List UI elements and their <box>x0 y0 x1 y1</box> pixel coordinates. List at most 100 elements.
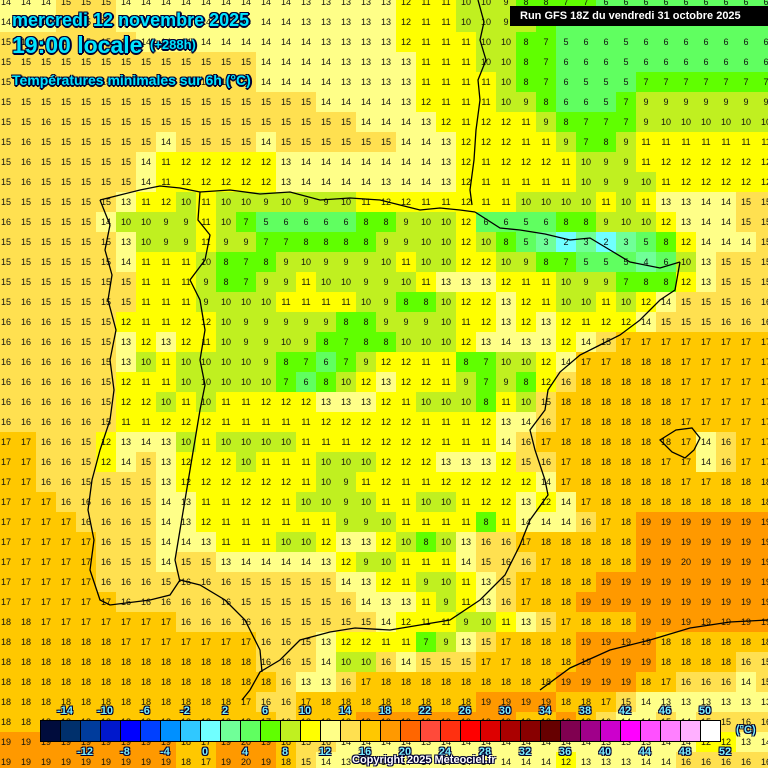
temperature-value: 15 <box>760 277 768 287</box>
temperature-value: 18 <box>100 677 111 687</box>
grid-cell <box>76 12 96 32</box>
temperature-value: 9 <box>363 357 369 367</box>
temperature-value: 10 <box>440 497 451 507</box>
temperature-value: 18 <box>540 597 551 607</box>
temperature-value: 17 <box>80 557 91 567</box>
grid-cell <box>416 152 436 172</box>
temperature-value: 18 <box>620 397 631 407</box>
temperature-value: 15 <box>760 217 768 227</box>
temperature-value: 19 <box>720 557 731 567</box>
temperature-value: 14 <box>20 0 31 7</box>
temperature-value: 16 <box>760 297 768 307</box>
temperature-value: 17 <box>40 577 51 587</box>
temperature-value: 11 <box>461 57 471 67</box>
temperature-value: 9 <box>223 237 229 247</box>
temperature-value: 16 <box>20 137 31 147</box>
temperature-value: 15 <box>0 197 11 207</box>
temperature-value: 13 <box>120 357 131 367</box>
temperature-value: 10 <box>180 197 191 207</box>
grid-cell <box>656 112 676 132</box>
temperature-value: 15 <box>680 297 691 307</box>
temperature-value: 12 <box>560 337 571 347</box>
temperature-value: 9 <box>343 257 349 267</box>
temperature-value: 11 <box>441 417 451 427</box>
temperature-value: 17 <box>760 337 768 347</box>
temperature-value: 11 <box>461 37 471 47</box>
temperature-value: 17 <box>20 437 31 447</box>
temperature-value: 18 <box>40 677 51 687</box>
temperature-value: 18 <box>660 357 671 367</box>
temperature-value: 10 <box>440 257 451 267</box>
temperature-value: 15 <box>720 257 731 267</box>
temperature-value: 13 <box>580 757 591 767</box>
temperature-value: 2 <box>563 237 569 247</box>
temperature-value: 12 <box>480 137 491 147</box>
temperature-value: 10 <box>200 377 211 387</box>
temperature-value: 18 <box>600 537 611 547</box>
temperature-value: 10 <box>480 57 491 67</box>
grid-cell <box>276 0 296 12</box>
temperature-value: 19 <box>580 657 591 667</box>
temperature-value: 17 <box>720 397 731 407</box>
temperature-value: 13 <box>360 57 371 67</box>
temperature-value: 10 <box>420 497 431 507</box>
grid-cell <box>56 92 76 112</box>
temperature-value: 16 <box>380 657 391 667</box>
temperature-value: 13 <box>360 0 371 7</box>
grid-cell <box>236 72 256 92</box>
temperature-value: 15 <box>140 57 151 67</box>
temperature-value: 18 <box>680 637 691 647</box>
temperature-value: 15 <box>100 317 111 327</box>
temperature-value: 8 <box>423 297 429 307</box>
temperature-value: 17 <box>0 557 11 567</box>
temperature-value: 8 <box>523 37 529 47</box>
temperature-value: 15 <box>700 317 711 327</box>
temperature-value: 9 <box>383 237 389 247</box>
temperature-value: 12 <box>360 417 371 427</box>
temperature-value: 9 <box>603 217 609 227</box>
temperature-value: 10 <box>500 77 511 87</box>
grid-cell <box>256 112 276 132</box>
grid-cell <box>396 152 416 172</box>
temperature-value: 15 <box>80 457 91 467</box>
temperature-value: 8 <box>323 377 329 387</box>
temperature-value: 13 <box>400 77 411 87</box>
temperature-value: 16 <box>40 117 51 127</box>
temperature-value: 12 <box>520 297 531 307</box>
legend-tick-label: 38 <box>578 705 592 717</box>
temperature-value: 8 <box>223 257 229 267</box>
temperature-value: 18 <box>80 657 91 667</box>
legend-swatch <box>81 721 101 741</box>
temperature-value: 12 <box>380 357 391 367</box>
grid-cell <box>356 92 376 112</box>
temperature-value: 17 <box>620 337 631 347</box>
temperature-value: 18 <box>620 417 631 427</box>
temperature-value: 11 <box>441 377 451 387</box>
temperature-value: 15 <box>260 117 271 127</box>
temperature-value: 8 <box>323 237 329 247</box>
temperature-value: 18 <box>600 437 611 447</box>
temperature-value: 16 <box>0 417 11 427</box>
grid-cell <box>576 72 596 92</box>
temperature-value: 10 <box>340 377 351 387</box>
grid-cell <box>336 152 356 172</box>
legend-swatch <box>601 721 621 741</box>
temperature-value: 17 <box>520 577 531 587</box>
temperature-value: 9 <box>383 317 389 327</box>
temperature-value: 16 <box>60 357 71 367</box>
temperature-value: 13 <box>360 77 371 87</box>
temperature-value: 17 <box>20 517 31 527</box>
grid-cell <box>556 72 576 92</box>
temperature-value: 9 <box>523 257 529 267</box>
temperature-value: 15 <box>140 557 151 567</box>
temperature-value: 18 <box>600 497 611 507</box>
temperature-value: 12 <box>200 477 211 487</box>
temperature-value: 19 <box>620 577 631 587</box>
temperature-value: 6 <box>583 97 589 107</box>
temperature-value: 10 <box>440 537 451 547</box>
temperature-value: 17 <box>100 617 111 627</box>
grid-cell <box>396 52 416 72</box>
temperature-value: 12 <box>460 257 471 267</box>
temperature-value: 8 <box>303 237 309 247</box>
forecast-date: mercredi 12 novembre 2025 <box>12 10 250 30</box>
